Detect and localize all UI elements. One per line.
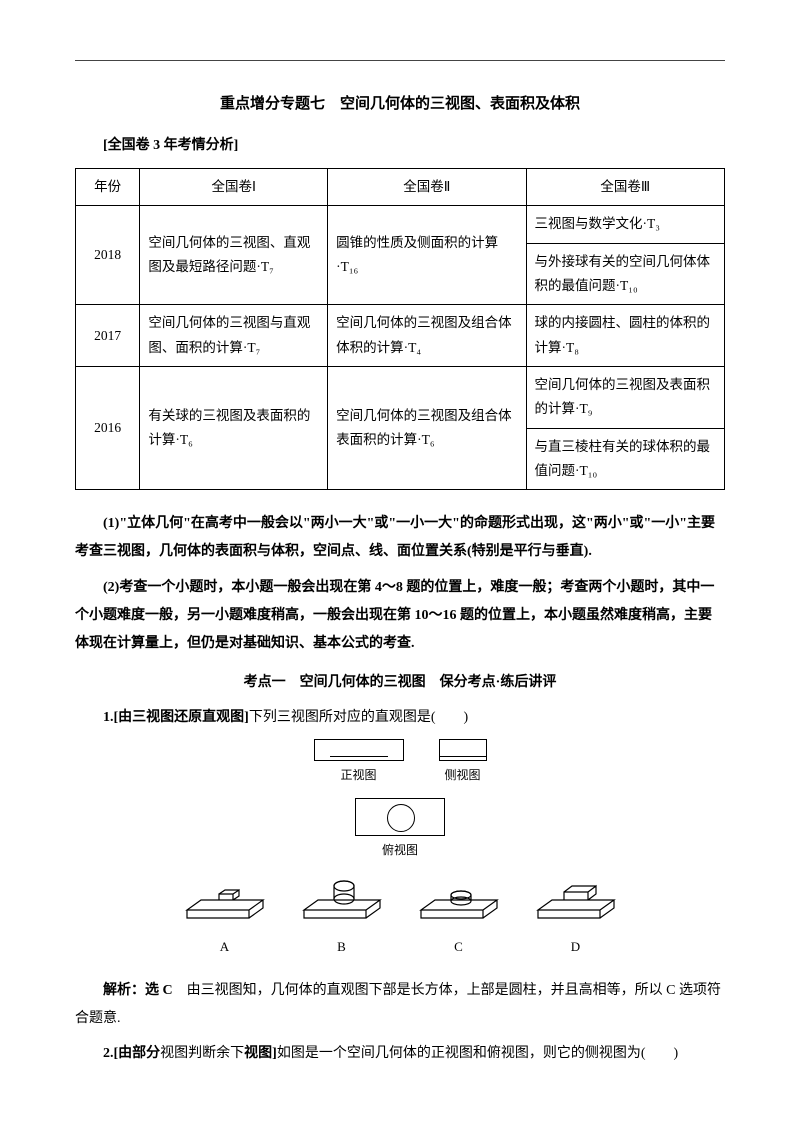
front-view-label: 正视图: [314, 765, 404, 787]
option-c: C: [413, 876, 505, 959]
option-d-icon: [530, 876, 622, 924]
cell-g1: 空间几何体的三视图、直观图及最短路径问题·T₇: [140, 206, 328, 305]
cell-g2: 空间几何体的三视图及组合体表面积的计算·T₆: [328, 366, 526, 489]
top-divider: [75, 60, 725, 61]
top-view-icon: [355, 798, 445, 836]
option-b-label: B: [296, 935, 388, 958]
th-year: 年份: [76, 169, 140, 206]
q2-mid: 视图判断余下: [160, 1046, 244, 1061]
question-1: 1.[由三视图还原直观图]下列三视图所对应的直观图是( ): [75, 705, 725, 730]
option-a-label: A: [179, 935, 271, 958]
table-row: 2018 空间几何体的三视图、直观图及最短路径问题·T₇ 圆锥的性质及侧面积的计…: [76, 206, 725, 243]
option-c-icon: [413, 876, 505, 924]
subtitle: [全国卷 3 年考情分析]: [75, 133, 725, 158]
cell-year: 2016: [76, 366, 140, 489]
th-g3: 全国卷Ⅲ: [526, 169, 724, 206]
answer1-label: 解析：选 C: [103, 983, 173, 998]
side-view-icon: [439, 739, 487, 761]
th-g2: 全国卷Ⅱ: [328, 169, 526, 206]
q2-text: 如图是一个空间几何体的正视图和俯视图，则它的侧视图为( ): [277, 1046, 678, 1061]
options-row: A B C D: [75, 876, 725, 959]
option-b: B: [296, 876, 388, 959]
option-a: A: [179, 876, 271, 959]
three-views-row1: 正视图 侧视图: [75, 739, 725, 787]
front-view-icon: [314, 739, 404, 761]
cell-year: 2017: [76, 305, 140, 367]
cell-g1: 空间几何体的三视图与直观图、面积的计算·T₇: [140, 305, 328, 367]
option-d-label: D: [530, 935, 622, 958]
front-view-item: 正视图: [314, 739, 404, 787]
cell-g3: 球的内接圆柱、圆柱的体积的计算·T₈: [526, 305, 724, 367]
cell-year: 2018: [76, 206, 140, 305]
cell-g2: 圆锥的性质及侧面积的计算·T₁₆: [328, 206, 526, 305]
table-header-row: 年份 全国卷Ⅰ 全国卷Ⅱ 全国卷Ⅲ: [76, 169, 725, 206]
side-view-item: 侧视图: [439, 739, 487, 787]
cell-g2: 空间几何体的三视图及组合体体积的计算·T₄: [328, 305, 526, 367]
side-view-label: 侧视图: [439, 765, 487, 787]
cell-g3b: 与外接球有关的空间几何体体积的最值问题·T₁₀: [526, 243, 724, 305]
question-2: 2.[由部分视图判断余下视图]如图是一个空间几何体的正视图和俯视图，则它的侧视图…: [75, 1041, 725, 1066]
top-view-item: 俯视图: [355, 794, 445, 862]
paragraph-2: (2)考查一个小题时，本小题一般会出现在第 4～8 题的位置上，难度一般；考查两…: [75, 574, 725, 658]
top-view-label: 俯视图: [355, 840, 445, 862]
main-title: 重点增分专题七 空间几何体的三视图、表面积及体积: [75, 91, 725, 118]
kaodian-heading: 考点一 空间几何体的三视图 保分考点·练后讲评: [75, 670, 725, 695]
th-g1: 全国卷Ⅰ: [140, 169, 328, 206]
cell-g3a: 三视图与数学文化·T₃: [526, 206, 724, 243]
q1-text: 下列三视图所对应的直观图是( ): [249, 710, 468, 725]
q2-mid2: 视图]: [244, 1046, 277, 1061]
paragraph-1: (1)"立体几何"在高考中一般会以"两小一大"或"一小一大"的命题形式出现，这"…: [75, 510, 725, 566]
para1-text: (1)"立体几何"在高考中一般会以"两小一大"或"一小一大"的命题形式出现，这"…: [75, 516, 715, 559]
table-row: 2016 有关球的三视图及表面积的计算·T₆ 空间几何体的三视图及组合体表面积的…: [76, 366, 725, 428]
q2-label: 2.[由部分: [103, 1046, 160, 1061]
q1-label: 1.[由三视图还原直观图]: [103, 710, 249, 725]
table-row: 2017 空间几何体的三视图与直观图、面积的计算·T₇ 空间几何体的三视图及组合…: [76, 305, 725, 367]
option-c-label: C: [413, 935, 505, 958]
exam-analysis-table: 年份 全国卷Ⅰ 全国卷Ⅱ 全国卷Ⅲ 2018 空间几何体的三视图、直观图及最短路…: [75, 168, 725, 490]
cell-g3b: 与直三棱柱有关的球体积的最值问题·T₁₀: [526, 428, 724, 490]
cell-g1: 有关球的三视图及表面积的计算·T₆: [140, 366, 328, 489]
three-views-row2: 俯视图: [75, 794, 725, 862]
cell-g3a: 空间几何体的三视图及表面积的计算·T₉: [526, 366, 724, 428]
option-b-icon: [296, 876, 388, 924]
option-a-icon: [179, 876, 271, 924]
option-d: D: [530, 876, 622, 959]
answer-1: 解析：选 C 由三视图知，几何体的直观图下部是长方体，上部是圆柱，并且高相等，所…: [75, 977, 725, 1033]
para2-text: (2)考查一个小题时，本小题一般会出现在第 4～8 题的位置上，难度一般；考查两…: [75, 580, 714, 651]
